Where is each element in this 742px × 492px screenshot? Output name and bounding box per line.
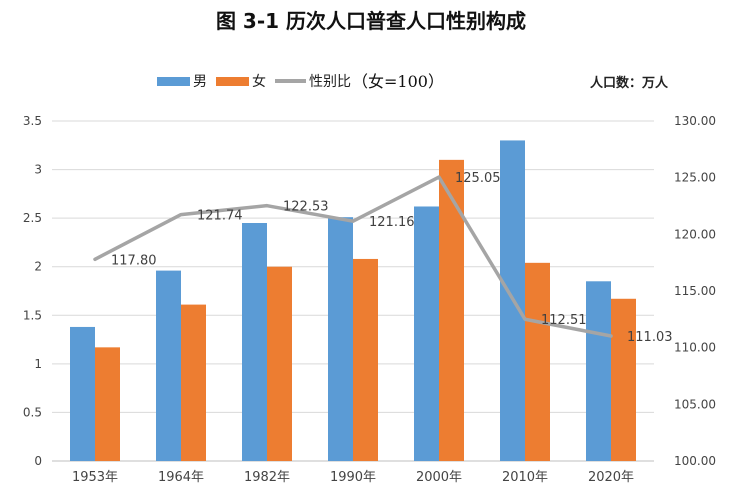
y-axis-left: 0 0.5 1 1.5 2 2.5 3 3.5 — [23, 114, 42, 468]
sex-ratio-data-label: 112.51 — [541, 313, 587, 328]
y-left-tick-label: 1.5 — [23, 308, 42, 322]
bar-female — [611, 298, 636, 461]
y-axis-right: 100.00 105.00 110.00 115.00 120.00 125.00 130.… — [674, 114, 716, 468]
sex-ratio-data-label: 111.03 — [627, 330, 673, 345]
legend-swatch-female — [216, 77, 249, 86]
sex-ratio-line-group — [93, 175, 613, 338]
bar-female — [95, 347, 120, 461]
y-left-tick-label: 0.5 — [23, 405, 42, 419]
sex-ratio-data-label: 121.16 — [369, 215, 415, 230]
y-left-tick-label: 2 — [34, 260, 42, 274]
y-right-tick-label: 125.00 — [674, 171, 716, 185]
x-tick-label: 1990年 — [330, 470, 376, 485]
bar-male — [328, 217, 353, 461]
y-left-tick-label: 3.5 — [23, 114, 42, 128]
y-left-tick-label: 0 — [34, 454, 42, 468]
legend-label-female: 女 — [252, 73, 266, 90]
sex-ratio-line — [93, 175, 613, 338]
y-right-tick-label: 105.00 — [674, 397, 716, 411]
legend-swatch-male — [157, 77, 190, 86]
bar-male — [586, 281, 611, 461]
y-left-tick-label: 3 — [34, 163, 42, 177]
x-tick-label: 2020年 — [588, 470, 634, 485]
bars — [70, 140, 636, 461]
y-left-tick-label: 1 — [34, 357, 42, 371]
legend-note: （女=100） — [352, 72, 444, 91]
sex-ratio-data-label: 117.80 — [111, 253, 157, 268]
legend: 男 女 性别比 （女=100） — [157, 72, 444, 91]
chart-title: 图 3-1 历次人口普查人口性别构成 — [216, 9, 526, 33]
bar-male — [242, 223, 267, 461]
x-tick-label: 2000年 — [416, 470, 462, 485]
y-right-tick-label: 100.00 — [674, 454, 716, 468]
bar-male — [156, 270, 181, 461]
x-tick-label: 1953年 — [72, 470, 118, 485]
unit-label: 人口数：万人 — [590, 75, 669, 91]
bar-female — [181, 304, 206, 461]
sex-ratio-data-label: 121.74 — [197, 209, 243, 224]
x-axis: 1953年 1964年 1982年 1990年 2000年 2010年 2020年 — [72, 470, 634, 485]
bar-male — [70, 326, 95, 461]
y-left-tick-label: 2.5 — [23, 211, 42, 225]
y-right-tick-label: 120.00 — [674, 227, 716, 241]
bar-male — [414, 206, 439, 461]
x-tick-label: 1964年 — [158, 470, 204, 485]
x-tick-label: 1982年 — [244, 470, 290, 485]
bar-female — [439, 159, 464, 461]
legend-label-male: 男 — [193, 74, 207, 90]
bar-female — [267, 266, 292, 461]
y-right-tick-label: 130.00 — [674, 114, 716, 128]
data-labels: 117.80 121.74 122.53 121.16 125.05 112.51 111.… — [111, 171, 673, 345]
bar-female — [353, 258, 378, 461]
x-tick-label: 2010年 — [502, 470, 548, 485]
sex-ratio-data-label: 125.05 — [455, 171, 501, 186]
bar-female — [525, 262, 550, 461]
y-right-tick-label: 115.00 — [674, 284, 716, 298]
legend-label-sex-ratio: 性别比 — [309, 74, 351, 90]
sex-ratio-data-label: 122.53 — [283, 200, 329, 215]
y-right-tick-label: 110.00 — [674, 341, 716, 355]
